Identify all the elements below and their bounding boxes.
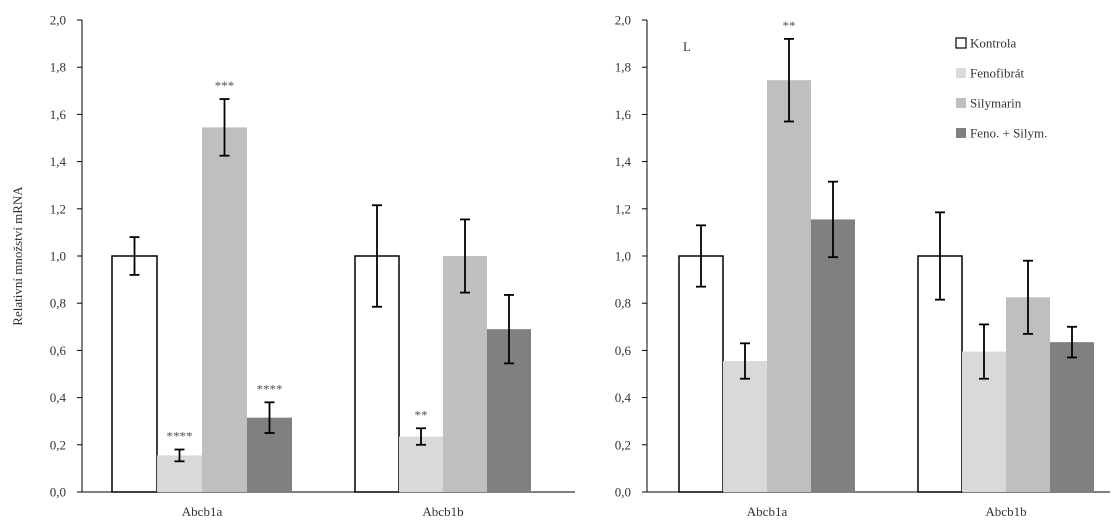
y-tick-label: 0,8 bbox=[50, 296, 66, 311]
legend-swatch bbox=[955, 37, 967, 49]
legend-label: Fenofibrát bbox=[970, 66, 1025, 81]
bar-feno-silym--abcb1b bbox=[1050, 342, 1094, 492]
significance-label: **** bbox=[167, 429, 193, 444]
y-tick-label: 0,2 bbox=[615, 437, 631, 452]
y-tick-label: 0,4 bbox=[50, 390, 67, 405]
y-tick-label: 1,6 bbox=[50, 107, 67, 122]
y-tick-label: 0,0 bbox=[615, 485, 631, 500]
legend-label: Kontrola bbox=[970, 36, 1016, 51]
x-tick-label: Abcb1b bbox=[985, 504, 1026, 519]
legend: Kontrola Fenofibrát Silymarin Feno. + Silym… bbox=[955, 36, 1047, 141]
y-tick-label: 2,0 bbox=[50, 13, 66, 28]
significance-label: ** bbox=[415, 407, 428, 422]
y-tick-label: 2,0 bbox=[615, 13, 631, 28]
legend-swatch bbox=[956, 98, 966, 108]
bar-silymarin-abcb1a bbox=[767, 80, 811, 493]
bar-feno-silym--abcb1a bbox=[811, 219, 855, 493]
chart-panel-right: 0,0 0,2 0,4 0,6 0,8 1,0 1,2 1,4 1,6 1,8 2,0 ** Abcb1… bbox=[615, 13, 1110, 519]
y-tick-label: 1,2 bbox=[50, 201, 66, 216]
chart-panel-left: 0,0 0,2 0,4 0,6 0,8 1,0 1,2 1,4 1,6 1,8 2,0 Relativ… bbox=[10, 13, 575, 519]
y-tick-label: 1,2 bbox=[615, 201, 631, 216]
bar-silymarin-abcb1b bbox=[443, 256, 487, 492]
y-axis-title: Relativní množství mRNA bbox=[10, 186, 25, 326]
significance-label: **** bbox=[257, 381, 283, 396]
y-tick-label: 1,6 bbox=[615, 107, 632, 122]
y-tick-label: 0,0 bbox=[50, 485, 66, 500]
y-tick-label: 1,0 bbox=[50, 249, 66, 264]
legend-label: Silymarin bbox=[970, 96, 1022, 111]
legend-swatch bbox=[956, 128, 966, 138]
x-tick-label: Abcb1b bbox=[422, 504, 463, 519]
panel-label: L bbox=[683, 39, 691, 54]
y-tick-label: 0,6 bbox=[615, 343, 632, 358]
y-tick-label: 1,0 bbox=[615, 249, 631, 264]
x-tick-label: Abcb1a bbox=[747, 504, 788, 519]
y-tick-label: 1,8 bbox=[615, 60, 631, 75]
bar-kontrola-abcb1a bbox=[111, 255, 158, 493]
y-tick-label: 0,2 bbox=[50, 437, 66, 452]
legend-label: Feno. + Silym. bbox=[970, 126, 1047, 141]
bar-fenofibr-t-abcb1b bbox=[399, 436, 443, 492]
x-tick-label: Abcb1a bbox=[182, 504, 223, 519]
y-tick-label: 1,4 bbox=[615, 154, 632, 169]
bar-fenofibr-t-abcb1a bbox=[723, 361, 767, 492]
y-tick-label: 1,8 bbox=[50, 60, 66, 75]
y-tick-label: 0,6 bbox=[50, 343, 67, 358]
bar-silymarin-abcb1a bbox=[202, 127, 247, 492]
y-tick-label: 0,4 bbox=[615, 390, 632, 405]
legend-swatch bbox=[956, 68, 966, 78]
significance-label: *** bbox=[215, 78, 235, 93]
y-tick-label: 0,8 bbox=[615, 296, 631, 311]
bar-kontrola-abcb1a bbox=[678, 255, 724, 493]
significance-label: ** bbox=[783, 18, 796, 33]
y-tick-label: 1,4 bbox=[50, 154, 67, 169]
